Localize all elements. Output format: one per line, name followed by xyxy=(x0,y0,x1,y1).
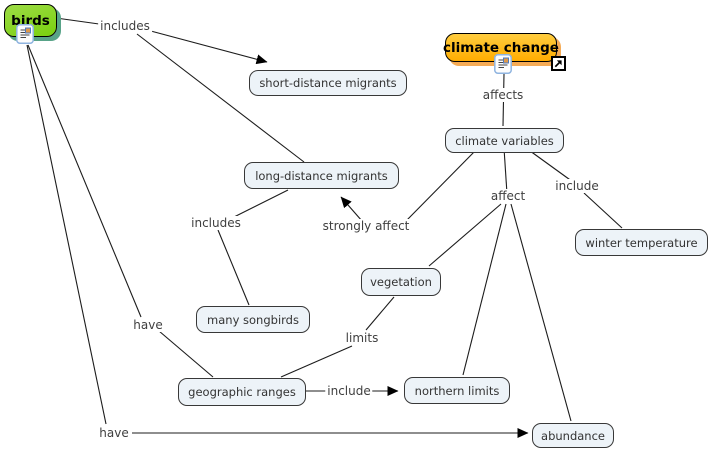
concept-winter-temperature[interactable]: winter temperature xyxy=(575,229,708,256)
connector-line[interactable] xyxy=(26,44,107,425)
concept-abundance[interactable]: abundance xyxy=(532,423,614,448)
connector-line[interactable] xyxy=(217,229,250,306)
concept-climate-change[interactable]: climate change xyxy=(443,33,559,62)
connector-line[interactable] xyxy=(510,203,572,422)
concept-many-songbirds[interactable]: many songbirds xyxy=(196,306,310,333)
connector-line[interactable] xyxy=(146,29,268,65)
link-label-limits[interactable]: limits xyxy=(343,331,381,345)
concept-vegetation[interactable]: vegetation xyxy=(361,268,441,296)
connector-line[interactable] xyxy=(280,345,353,378)
connector-line[interactable] xyxy=(405,148,478,222)
connector-line[interactable] xyxy=(340,196,363,222)
link-label-includes-top[interactable]: includes xyxy=(98,19,152,33)
resource-icon[interactable] xyxy=(16,24,34,44)
link-label-affects[interactable]: affects xyxy=(480,88,526,102)
link-label-include-bottom[interactable]: include xyxy=(325,384,373,398)
connector-line[interactable] xyxy=(428,203,502,267)
connector-line[interactable] xyxy=(525,147,574,183)
link-label-affect[interactable]: affect xyxy=(488,189,528,203)
resource-icon[interactable] xyxy=(494,54,512,74)
connector-line[interactable] xyxy=(365,296,395,331)
connector-line[interactable] xyxy=(55,17,100,25)
connector-line[interactable] xyxy=(229,189,289,220)
connector-line[interactable] xyxy=(27,44,142,318)
concept-climate-variables[interactable]: climate variables xyxy=(445,128,564,153)
connector-line[interactable] xyxy=(583,192,623,229)
concept-northern-limits[interactable]: northern limits xyxy=(404,377,510,404)
concept-geographic-ranges[interactable]: geographic ranges xyxy=(178,378,306,406)
link-label-strongly-affect[interactable]: strongly affect xyxy=(320,219,412,233)
link-label-includes-mid[interactable]: includes xyxy=(189,216,243,230)
connector-line[interactable] xyxy=(462,203,507,376)
external-link-icon[interactable] xyxy=(551,56,566,71)
link-label-include-right[interactable]: include xyxy=(553,179,601,193)
connector-line[interactable] xyxy=(158,330,214,378)
concept-long-distance-migrants[interactable]: long-distance migrants xyxy=(244,162,399,189)
connector-line[interactable] xyxy=(136,33,305,163)
link-label-have-bottom[interactable]: have xyxy=(97,426,131,440)
concept-short-distance-migrants[interactable]: short-distance migrants xyxy=(249,70,407,96)
connector-line[interactable] xyxy=(503,147,508,195)
concept-birds[interactable]: birds xyxy=(4,4,57,37)
link-label-have-mid[interactable]: have xyxy=(131,318,165,332)
